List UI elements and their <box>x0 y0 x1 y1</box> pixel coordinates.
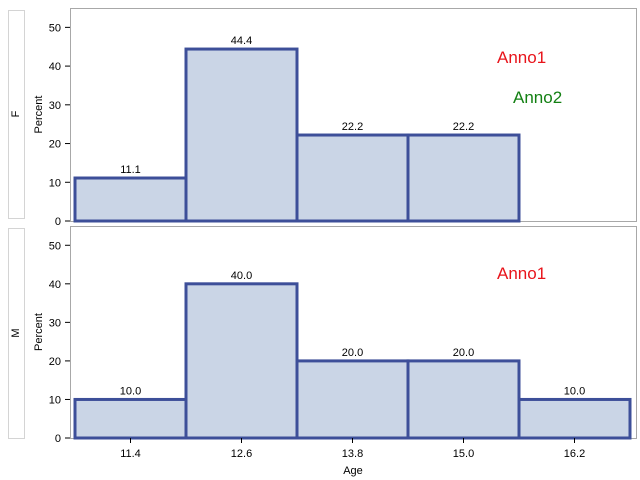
histogram-bar <box>295 359 410 440</box>
histogram-bar <box>406 359 521 440</box>
bar-data-label: 10.0 <box>120 385 141 397</box>
x-axis-title: Age <box>343 465 363 477</box>
histogram-bar <box>184 282 299 440</box>
histogram-bar <box>406 133 521 223</box>
bar-data-label: 11.1 <box>120 164 141 176</box>
histogram-bar <box>184 47 299 223</box>
y-tick-label: 40 <box>49 279 61 291</box>
y-tick-label: 30 <box>49 317 61 329</box>
y-axis-title: Percent <box>33 313 45 351</box>
x-tick-label: 12.6 <box>231 448 252 460</box>
y-tick-label: 10 <box>49 394 61 406</box>
annotation-text: Anno2 <box>513 88 562 107</box>
bar-data-label: 40.0 <box>231 270 252 282</box>
bar-data-label: 10.0 <box>564 385 585 397</box>
y-tick-label: 20 <box>49 139 61 151</box>
y-tick-label: 30 <box>49 100 61 112</box>
bar-data-label: 20.0 <box>453 347 474 359</box>
x-tick-label: 11.4 <box>120 448 141 460</box>
y-tick-label: 20 <box>49 356 61 368</box>
x-tick-label: 16.2 <box>564 448 585 460</box>
y-tick-label: 0 <box>55 433 61 445</box>
histogram-bar <box>73 176 188 223</box>
histogram-bar <box>73 397 188 440</box>
x-tick-label: 15.0 <box>453 448 474 460</box>
bar-data-label: 22.2 <box>342 121 363 133</box>
histogram-bar <box>517 397 632 440</box>
panel-label: F <box>10 110 22 117</box>
annotation-text: Anno1 <box>497 264 546 283</box>
bar-data-label: 20.0 <box>342 347 363 359</box>
panel-strip <box>8 10 25 219</box>
y-tick-label: 40 <box>49 61 61 73</box>
panel-strip <box>8 228 25 439</box>
y-tick-label: 50 <box>49 22 61 34</box>
y-tick-label: 10 <box>49 177 61 189</box>
x-tick-label: 13.8 <box>342 448 363 460</box>
histogram-bar <box>295 133 410 223</box>
y-axis-title: Percent <box>33 96 45 134</box>
y-tick-label: 0 <box>55 216 61 228</box>
annotation-text: Anno1 <box>497 48 546 67</box>
bar-data-label: 22.2 <box>453 121 474 133</box>
bar-data-label: 44.4 <box>231 35 252 47</box>
panel-label: M <box>10 328 22 337</box>
y-tick-label: 50 <box>49 240 61 252</box>
